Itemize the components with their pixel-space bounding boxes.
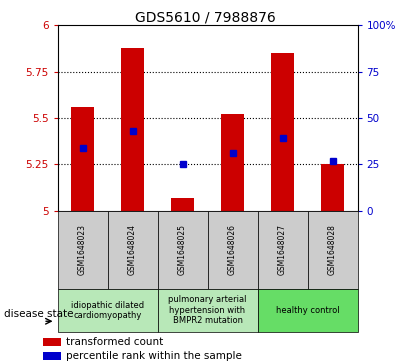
Bar bbox=[157, 289, 258, 332]
Text: idiopathic dilated
cardiomyopathy: idiopathic dilated cardiomyopathy bbox=[71, 301, 144, 320]
Bar bbox=[44, 352, 61, 360]
Bar bbox=[271, 53, 294, 211]
Text: percentile rank within the sample: percentile rank within the sample bbox=[66, 351, 242, 361]
Bar bbox=[121, 48, 144, 211]
Bar bbox=[221, 114, 244, 211]
Bar bbox=[321, 164, 344, 211]
Text: disease state: disease state bbox=[4, 309, 74, 319]
Text: GSM1648023: GSM1648023 bbox=[78, 224, 87, 275]
Bar bbox=[157, 211, 208, 289]
Bar bbox=[71, 107, 94, 211]
Bar bbox=[44, 338, 61, 346]
Bar bbox=[58, 289, 157, 332]
Text: GSM1648025: GSM1648025 bbox=[178, 224, 187, 275]
Bar bbox=[171, 197, 194, 211]
Text: transformed count: transformed count bbox=[66, 337, 163, 347]
Bar bbox=[208, 211, 258, 289]
Bar bbox=[307, 211, 358, 289]
Text: GSM1648027: GSM1648027 bbox=[278, 224, 287, 275]
Text: healthy control: healthy control bbox=[276, 306, 339, 315]
Bar bbox=[108, 211, 157, 289]
Bar bbox=[258, 289, 358, 332]
Bar bbox=[258, 211, 307, 289]
Text: GSM1648024: GSM1648024 bbox=[128, 224, 137, 275]
Bar bbox=[58, 211, 108, 289]
Text: pulmonary arterial
hypertension with
BMPR2 mutation: pulmonary arterial hypertension with BMP… bbox=[169, 295, 247, 325]
Text: GSM1648028: GSM1648028 bbox=[328, 224, 337, 275]
Text: GSM1648026: GSM1648026 bbox=[228, 224, 237, 275]
Text: GDS5610 / 7988876: GDS5610 / 7988876 bbox=[135, 11, 276, 25]
